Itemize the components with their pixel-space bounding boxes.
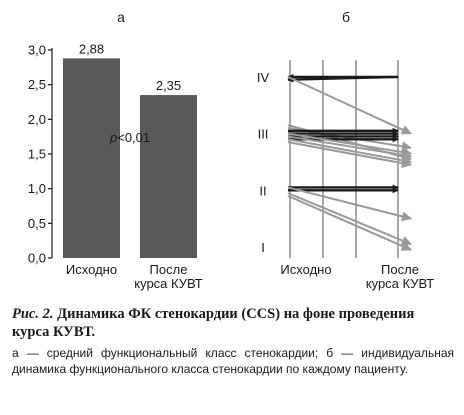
- patient-arrow: [287, 186, 412, 222]
- y-tick-label: 2,0: [28, 112, 46, 127]
- p-value-annotation: р<0,01: [109, 130, 150, 145]
- y-tick-label: 1,0: [28, 181, 46, 196]
- svg-text:курса КУВТ: курса КУВТ: [134, 276, 203, 291]
- svg-text:курса КУВТ: курса КУВТ: [366, 276, 435, 291]
- bars: [63, 58, 197, 258]
- y-tick-label: 0,0: [28, 251, 46, 266]
- svg-text:После: После: [381, 262, 419, 277]
- patient-arrow: [287, 192, 412, 246]
- bar: [63, 58, 120, 258]
- figure: а 0,0 0,5 1,0 1,5 2,0 2,5 3,0 2,88 2,35 Исходно…: [28, 9, 434, 291]
- patient-arrow: [287, 132, 412, 157]
- p-threshold: <0,01: [117, 130, 150, 145]
- y-tick-label: 1,5: [28, 147, 46, 162]
- caption-title-text: Динамика ФК стенокардии (CCS) на фоне пр…: [12, 306, 415, 340]
- x-tick-label: Исходно: [280, 262, 331, 277]
- y-tick-label: 2,5: [28, 77, 46, 92]
- patient-arrow: [287, 75, 399, 83]
- figure-caption: Рис. 2. Динамика ФК стенокардии (CCS) на…: [12, 305, 454, 377]
- patient-arrow: [287, 135, 412, 160]
- panel-a-label: а: [117, 9, 125, 25]
- data-label: 2,35: [156, 78, 181, 93]
- class-label: II: [259, 183, 266, 198]
- y-tick-label: 3,0: [28, 43, 46, 58]
- patient-arrow: [287, 75, 412, 135]
- patient-arrow: [287, 138, 412, 166]
- patient-arrows: [287, 73, 412, 251]
- data-labels: 2,88 2,35: [79, 41, 181, 93]
- panel-b-label: б: [342, 9, 350, 25]
- caption-title: Рис. 2. Динамика ФК стенокардии (CCS) на…: [12, 305, 454, 341]
- y-tick-label: 0,5: [28, 216, 46, 231]
- bar: [140, 95, 197, 258]
- class-label: IV: [257, 70, 270, 85]
- caption-text: а — средний функциональный класс стенока…: [12, 346, 454, 376]
- class-label: III: [258, 127, 269, 142]
- svg-text:Исходно: Исходно: [66, 262, 117, 277]
- data-label: 2,88: [79, 41, 104, 56]
- svg-text:После: После: [150, 262, 188, 277]
- svg-text:Исходно: Исходно: [280, 262, 331, 277]
- panel-a-bar-chart: а 0,0 0,5 1,0 1,5 2,0 2,5 3,0 2,88 2,35 Исходно…: [28, 9, 203, 291]
- x-tick-label: Исходно: [66, 262, 117, 277]
- p-symbol: р: [109, 130, 117, 145]
- patient-arrow: [287, 141, 412, 169]
- y-axis: 0,0 0,5 1,0 1,5 2,0 2,5 3,0: [28, 43, 53, 266]
- patient-arrow: [287, 195, 412, 251]
- class-label: I: [261, 240, 265, 255]
- caption-figure-number: Рис. 2.: [12, 306, 54, 322]
